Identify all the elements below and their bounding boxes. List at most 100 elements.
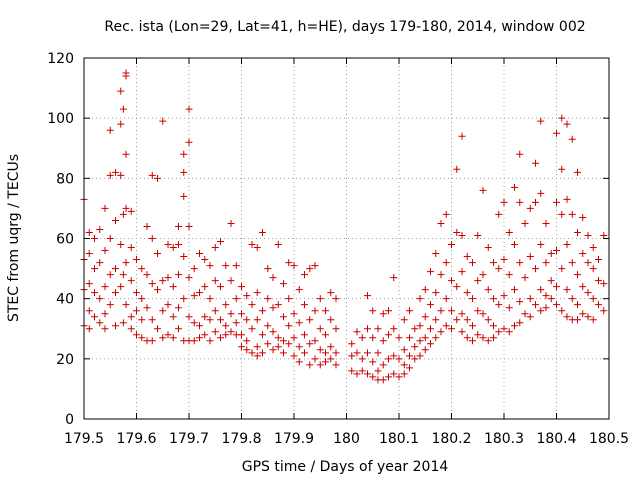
data-point (311, 337, 319, 345)
x-tick-label: 180.2 (431, 431, 471, 447)
data-point (469, 322, 476, 330)
data-point (547, 277, 555, 285)
data-point (85, 280, 93, 288)
data-point (248, 301, 256, 309)
data-point (96, 319, 104, 327)
data-point (327, 316, 335, 324)
data-point (490, 334, 497, 342)
x-tick-label: 179.5 (64, 431, 104, 447)
data-point (119, 319, 127, 327)
data-point (484, 286, 492, 294)
data-point (495, 328, 503, 336)
data-point (301, 301, 308, 309)
data-point (201, 256, 209, 264)
data-point (148, 316, 156, 324)
data-point (542, 219, 550, 227)
data-point (574, 168, 581, 176)
data-point (374, 325, 382, 333)
data-point (285, 322, 293, 330)
data-point (469, 259, 476, 267)
data-point (238, 343, 245, 351)
data-point (416, 352, 424, 360)
data-point (306, 361, 314, 369)
data-point (495, 301, 503, 309)
data-point (547, 295, 555, 303)
data-point (427, 268, 434, 276)
data-point (274, 334, 282, 342)
data-point (416, 295, 424, 303)
data-point (101, 283, 109, 291)
data-point (227, 277, 235, 285)
data-point (385, 331, 392, 339)
data-point (484, 337, 492, 345)
data-point (532, 265, 539, 273)
data-point (85, 307, 93, 315)
data-point (395, 373, 403, 381)
data-point (159, 277, 167, 285)
data-point (85, 228, 93, 236)
data-point (521, 219, 529, 227)
data-point (122, 204, 130, 212)
data-point (232, 319, 240, 327)
data-point (316, 325, 324, 333)
data-point (442, 259, 450, 267)
data-point (322, 307, 329, 315)
data-point (416, 337, 424, 345)
data-point (563, 195, 571, 203)
data-point (332, 349, 340, 357)
data-point (490, 295, 497, 303)
data-point (505, 271, 513, 279)
data-point (595, 301, 602, 309)
data-point (243, 316, 251, 324)
data-point (211, 244, 219, 252)
data-point (406, 307, 413, 315)
data-point (106, 271, 114, 279)
data-point (500, 325, 508, 333)
data-point (301, 271, 308, 279)
data-point (379, 361, 387, 369)
data-point (159, 334, 167, 342)
data-point (122, 259, 130, 267)
data-point (595, 277, 602, 285)
data-point (448, 241, 455, 249)
data-point (558, 114, 566, 122)
data-point (117, 120, 125, 128)
data-point (180, 253, 188, 261)
data-point (159, 117, 167, 125)
data-point (169, 283, 177, 291)
data-point (101, 204, 109, 212)
data-point (316, 346, 324, 354)
data-point (574, 301, 581, 309)
data-point (542, 292, 550, 300)
data-point (516, 198, 524, 206)
data-point (106, 126, 114, 134)
data-point (537, 286, 545, 294)
data-point (211, 328, 219, 336)
data-point (568, 210, 576, 218)
data-point (295, 319, 303, 327)
data-point (106, 301, 114, 309)
data-point (185, 105, 193, 113)
data-point (437, 328, 445, 336)
data-point (164, 274, 172, 282)
data-point (101, 310, 109, 318)
data-point (306, 340, 314, 348)
data-point (574, 228, 581, 236)
data-point (364, 325, 371, 333)
data-point (322, 358, 329, 366)
data-point (589, 265, 597, 273)
data-point (589, 244, 597, 252)
y-tick-label: 60 (56, 232, 74, 248)
data-point (190, 265, 198, 273)
data-point (196, 250, 203, 258)
data-point (285, 295, 293, 303)
data-point (295, 358, 303, 366)
data-point (201, 313, 209, 321)
x-tick-label: 180.3 (484, 431, 524, 447)
data-point (274, 301, 282, 309)
data-point (421, 313, 429, 321)
data-point (474, 231, 482, 239)
data-point (206, 337, 214, 345)
data-point (453, 165, 461, 173)
data-point (259, 331, 266, 339)
